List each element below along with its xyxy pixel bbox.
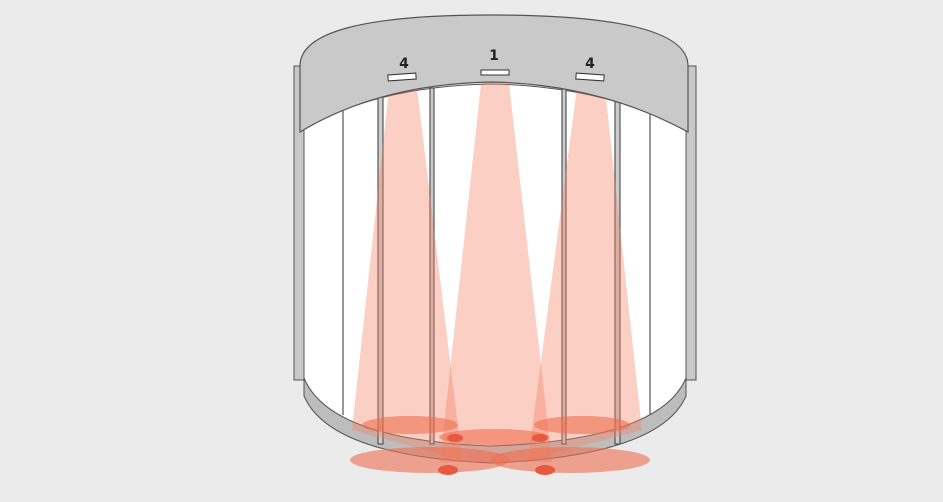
sensor-label: 4 [399, 56, 409, 72]
sensor [387, 72, 417, 82]
sensor [480, 69, 510, 76]
beams [352, 75, 642, 462]
spots [350, 416, 650, 475]
sensor-label: 4 [585, 56, 595, 72]
drum [303, 83, 687, 447]
sensor [575, 72, 605, 82]
sensor-label: 1 [489, 48, 499, 64]
